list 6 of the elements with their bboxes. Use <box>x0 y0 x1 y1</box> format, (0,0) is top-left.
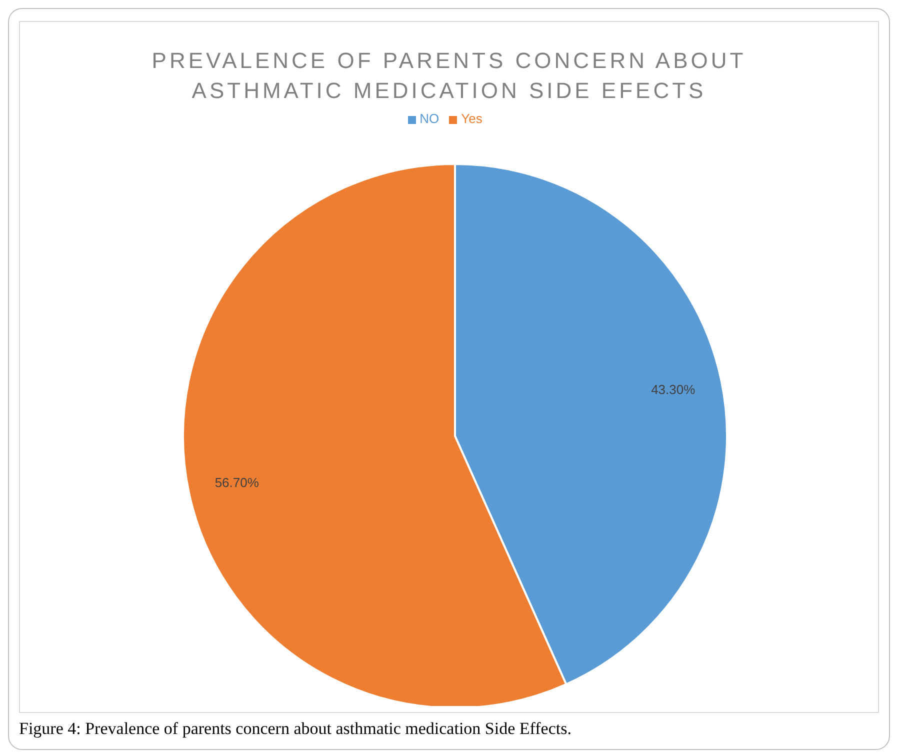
data-label: 56.70% <box>214 475 260 490</box>
caption: Figure 4: Prevalence of parents concern about asthmatic medication Side Effects. <box>18 718 572 740</box>
legend-label: NO <box>420 111 440 126</box>
legend-label: Yes <box>461 111 482 126</box>
chart-title: PREVALENCE OF PARENTS CONCERN ABOUT ASTHMATIC MEDICATION SIDE EFECTS <box>150 47 748 105</box>
data-label: 43.30% <box>651 382 696 397</box>
